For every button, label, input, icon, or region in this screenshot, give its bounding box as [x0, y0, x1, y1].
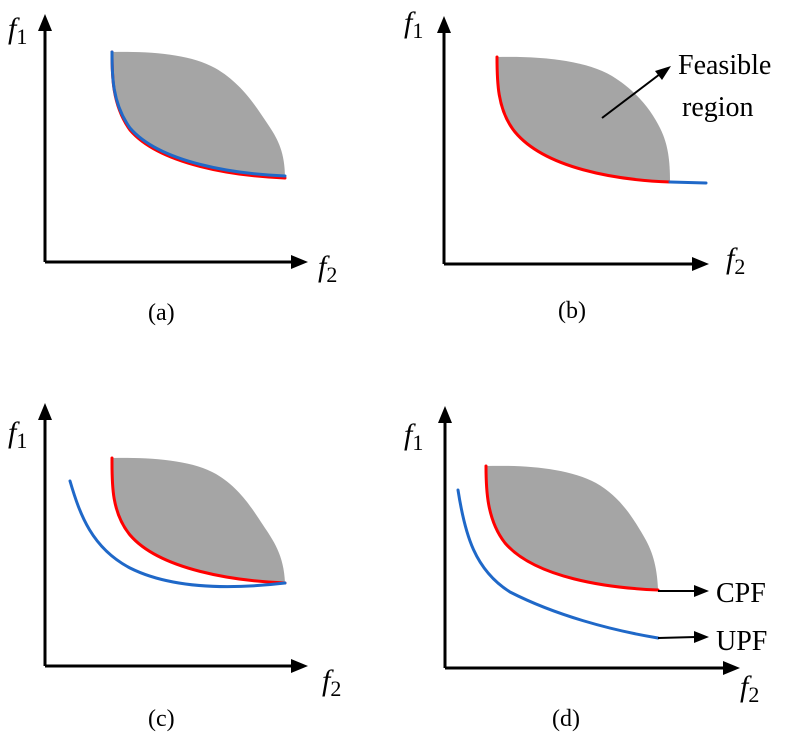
- panel-a-x-label: f2: [318, 250, 337, 287]
- panel-b-feasible-region: [497, 56, 670, 182]
- panel-b-x-arrowhead: [692, 257, 709, 271]
- panel-a-caption: (a): [148, 300, 175, 326]
- panel-d-cpf-label: CPF: [716, 578, 766, 609]
- panel-b: Feasible region f1 f2 (b): [404, 6, 771, 324]
- panel-c-y-arrowhead: [38, 403, 52, 420]
- panel-a: f1 f2 (a): [8, 12, 337, 326]
- panel-d-cpf-arrowhead: [694, 585, 709, 597]
- panel-c-constrained-front: [110, 456, 287, 585]
- panel-c-x-label: f2: [322, 664, 341, 701]
- panel-b-callout-arrowhead: [655, 66, 671, 80]
- panel-c-caption: (c): [148, 706, 175, 732]
- panel-c-x-arrowhead: [291, 659, 308, 673]
- panel-a-y-arrowhead: [38, 14, 52, 31]
- panel-b-caption: (b): [558, 298, 586, 324]
- panel-a-y-label: f1: [8, 12, 27, 49]
- panel-b-callout-line2: region: [682, 92, 754, 123]
- panel-b-constrained-front: [495, 55, 672, 184]
- panel-b-y-arrowhead: [437, 16, 451, 33]
- panel-d-feasible-region: [486, 465, 658, 590]
- panel-c-unconstrained-front: [68, 479, 287, 589]
- panel-c-y-label: f1: [8, 416, 27, 453]
- panel-d-y-arrowhead: [438, 406, 452, 423]
- panel-b-unconstrained-front: [668, 180, 708, 185]
- panel-d-upf-arrowhead: [694, 631, 709, 643]
- panel-a-x-arrowhead: [291, 255, 308, 269]
- panel-d-x-arrowhead: [723, 661, 740, 675]
- panel-d-unconstrained-front: [456, 488, 660, 640]
- panel-d-y-label: f1: [404, 418, 423, 455]
- panel-d-upf-pointer: [657, 636, 697, 639]
- panel-c: f1 f2 (c): [8, 403, 341, 732]
- panel-b-y-label: f1: [404, 6, 423, 43]
- panel-d-upf-label: UPF: [716, 626, 767, 657]
- panel-a-unconstrained-front: [110, 50, 287, 178]
- panel-b-callout-pointer: [601, 73, 661, 119]
- panel-b-x-label: f2: [726, 242, 745, 279]
- panel-a-feasible-region: [111, 51, 285, 178]
- panel-d: CPF UPF f1 f2 (d): [404, 406, 767, 732]
- panel-d-x-label: f2: [740, 670, 759, 707]
- panel-b-callout-line1: Feasible: [678, 50, 771, 81]
- panel-c-feasible-region: [111, 457, 285, 583]
- panel-d-caption: (d): [552, 706, 580, 732]
- panel-d-constrained-front: [484, 464, 660, 592]
